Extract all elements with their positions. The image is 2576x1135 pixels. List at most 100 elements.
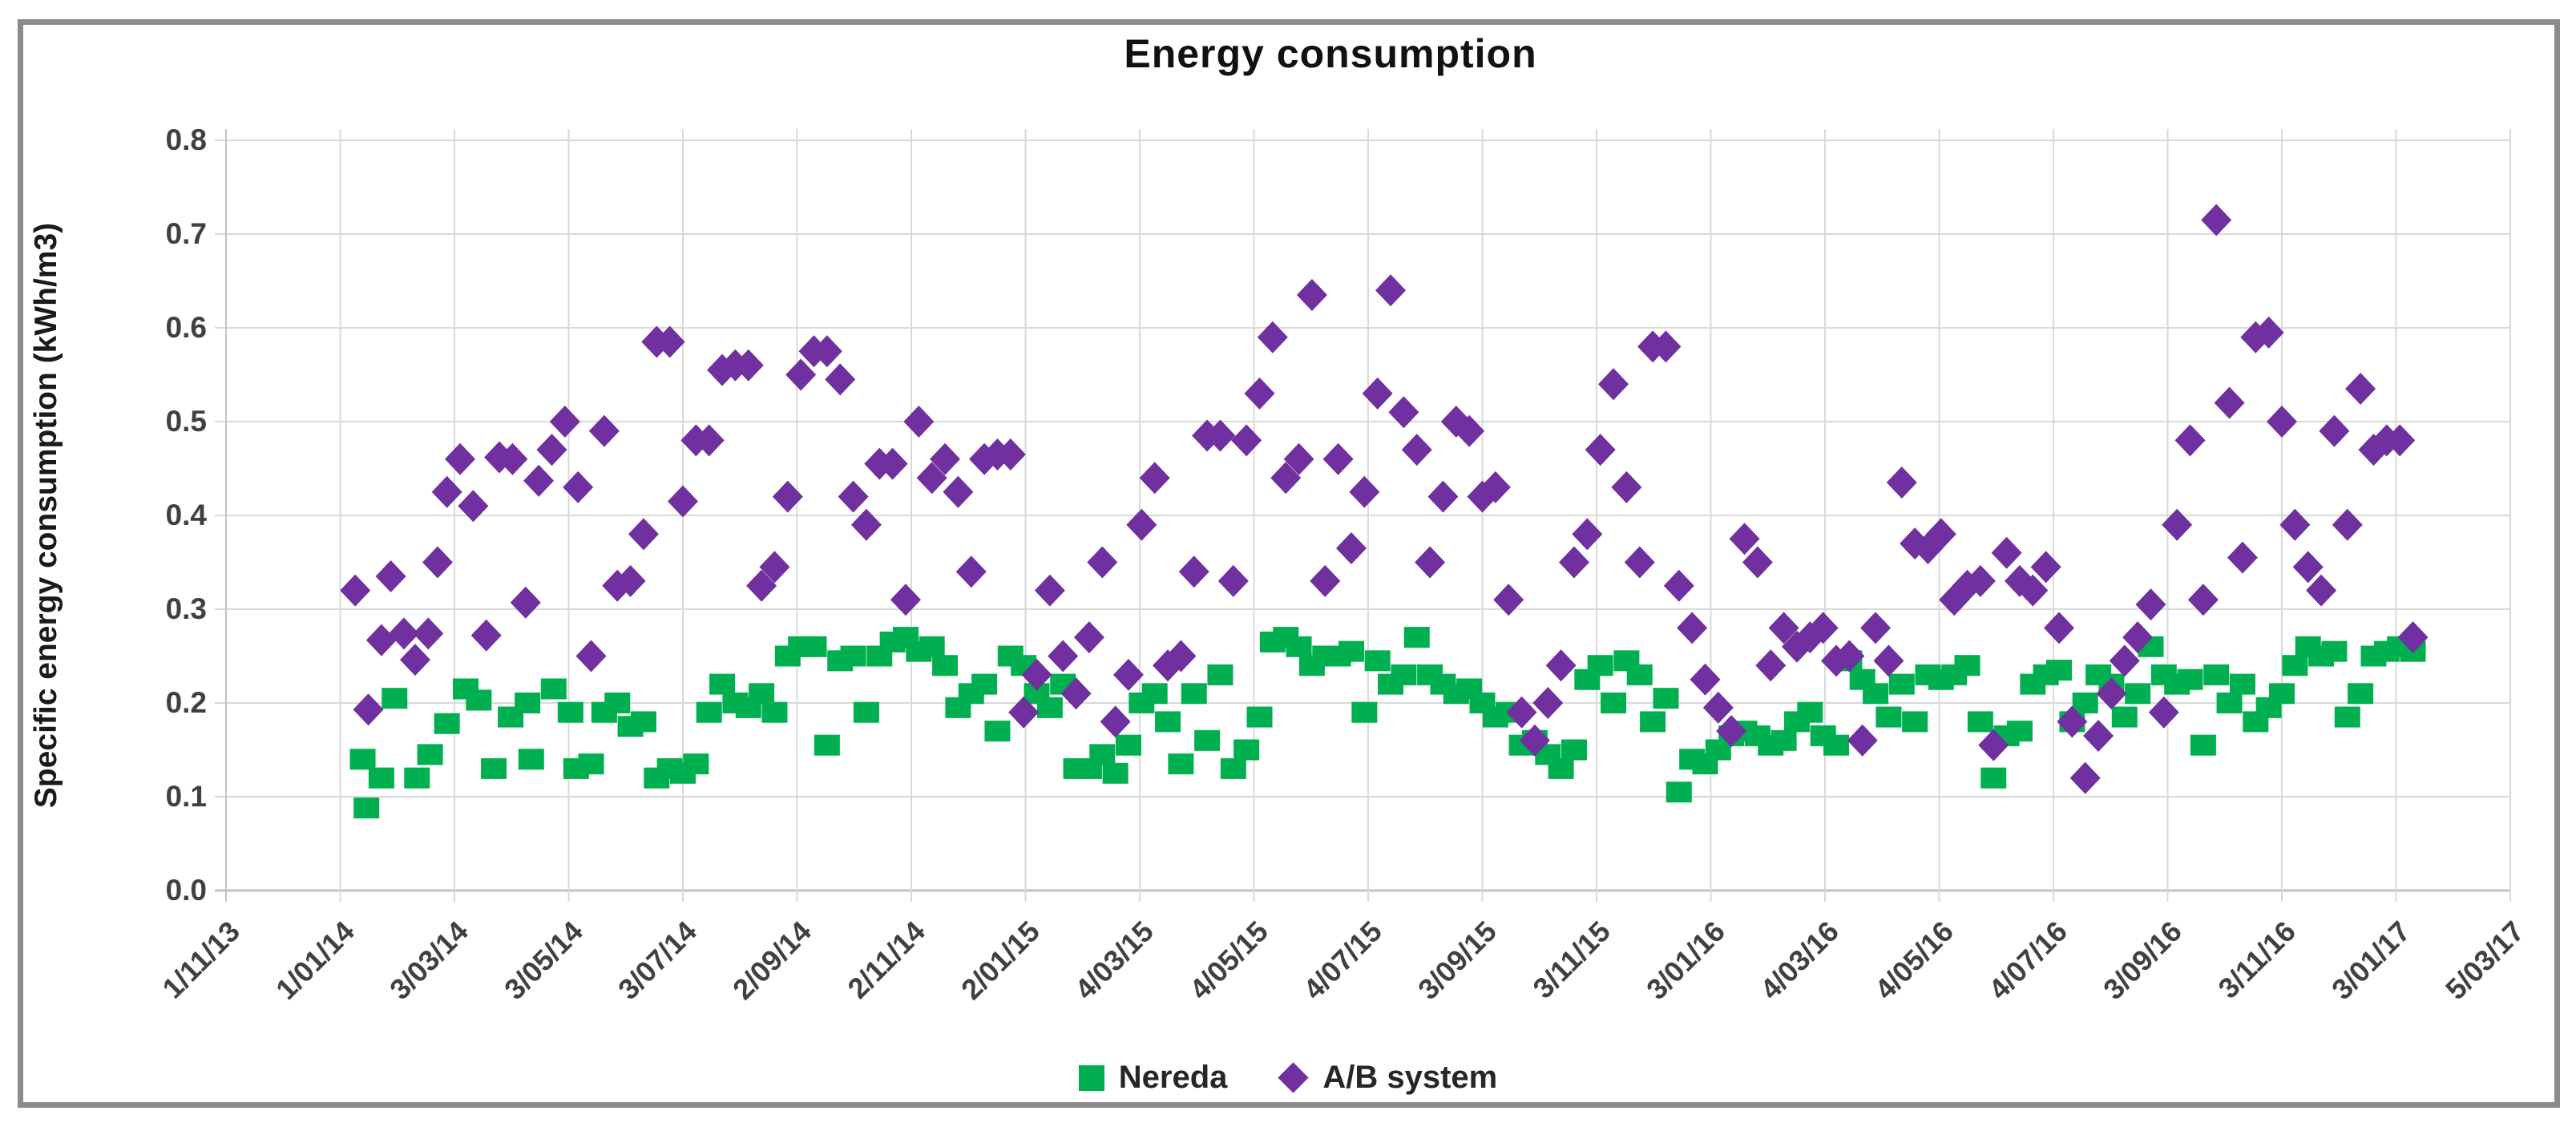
scatter-point-ab-system bbox=[838, 480, 869, 513]
scatter-point-ab-system bbox=[536, 434, 567, 467]
scatter-point-ab-system bbox=[733, 349, 764, 382]
scatter-point-ab-system bbox=[1480, 471, 1511, 503]
scatter-point-nereda bbox=[1888, 673, 1915, 695]
scatter-point-nereda bbox=[801, 636, 827, 657]
scatter-point-ab-system bbox=[1310, 564, 1341, 597]
scatter-point-ab-system bbox=[955, 555, 987, 588]
scatter-point-ab-system bbox=[1978, 729, 2009, 761]
scatter-point-ab-system bbox=[1663, 569, 1694, 602]
scatter-point-ab-system bbox=[2319, 414, 2350, 447]
scatter-point-ab-system bbox=[1847, 724, 1878, 757]
ab-system-diamond-icon bbox=[1278, 1062, 1309, 1093]
scatter-point-nereda bbox=[368, 767, 394, 789]
scatter-point-nereda bbox=[349, 749, 376, 770]
scatter-point-ab-system bbox=[340, 574, 371, 607]
scatter-point-nereda bbox=[2046, 660, 2073, 681]
scatter-point-nereda bbox=[1207, 664, 1233, 685]
scatter-point-nereda bbox=[1587, 655, 1613, 677]
scatter-point-ab-system bbox=[1100, 705, 1131, 738]
scatter-point-ab-system bbox=[2109, 644, 2140, 677]
scatter-point-ab-system bbox=[1073, 621, 1104, 654]
scatter-point-nereda bbox=[1954, 655, 1980, 677]
scatter-point-ab-system bbox=[903, 406, 935, 438]
scatter-point-ab-system bbox=[2267, 406, 2297, 438]
scatter-point-nereda bbox=[932, 655, 959, 677]
scatter-point-ab-system bbox=[445, 442, 476, 475]
scatter-point-nereda bbox=[919, 636, 945, 657]
scatter-point-ab-system bbox=[588, 414, 620, 447]
scatter-point-ab-system bbox=[2057, 705, 2088, 738]
scatter-point-nereda bbox=[1561, 739, 1587, 761]
scatter-point-nereda bbox=[814, 734, 840, 756]
scatter-point-nereda bbox=[1640, 711, 1666, 733]
scatter-point-ab-system bbox=[1519, 724, 1550, 757]
scatter-point-nereda bbox=[1102, 762, 1129, 784]
scatter-point-ab-system bbox=[693, 424, 725, 457]
scatter-point-ab-system bbox=[759, 551, 790, 584]
scatter-point-ab-system bbox=[1886, 467, 1917, 499]
scatter-point-ab-system bbox=[2017, 574, 2049, 607]
scatter-point-ab-system bbox=[628, 518, 659, 551]
scatter-point-ab-system bbox=[1427, 480, 1459, 513]
y-tick-label: 0.6 bbox=[166, 311, 207, 344]
scatter-point-ab-system bbox=[1598, 368, 1629, 401]
scatter-point-nereda bbox=[2321, 640, 2348, 662]
scatter-point-ab-system bbox=[668, 485, 698, 518]
scatter-point-ab-system bbox=[1493, 584, 1524, 616]
scatter-point-nereda bbox=[761, 701, 788, 723]
scatter-point-nereda bbox=[1351, 701, 1378, 723]
scatter-point-nereda bbox=[604, 693, 631, 713]
scatter-point-nereda bbox=[1666, 782, 1692, 803]
scatter-point-nereda bbox=[853, 701, 879, 723]
scatter-point-ab-system bbox=[877, 447, 908, 480]
scatter-point-ab-system bbox=[2162, 508, 2193, 541]
scatter-point-ab-system bbox=[811, 335, 842, 368]
scatter-point-nereda bbox=[1626, 664, 1653, 685]
scatter-point-ab-system bbox=[1231, 424, 1262, 457]
scatter-point-ab-system bbox=[1572, 518, 1603, 551]
scatter-point-ab-system bbox=[1755, 649, 1787, 682]
scatter-point-ab-system bbox=[1375, 274, 1407, 307]
y-tick-label: 0.8 bbox=[166, 123, 207, 156]
scatter-point-ab-system bbox=[850, 508, 882, 541]
scatter-point-ab-system bbox=[2292, 551, 2324, 584]
scatter-point-ab-system bbox=[2384, 424, 2416, 457]
scatter-point-nereda bbox=[1601, 693, 1627, 713]
scatter-point-ab-system bbox=[785, 358, 817, 391]
scatter-point-ab-system bbox=[413, 617, 444, 650]
scatter-point-ab-system bbox=[1217, 564, 1249, 597]
scatter-point-nereda bbox=[1141, 683, 1168, 705]
scatter-point-nereda bbox=[2111, 706, 2138, 728]
scatter-point-nereda bbox=[2125, 683, 2151, 705]
scatter-point-ab-system bbox=[1021, 658, 1052, 691]
scatter-point-ab-system bbox=[1611, 471, 1642, 503]
scatter-point-ab-system bbox=[1729, 523, 1760, 555]
scatter-point-ab-system bbox=[1388, 396, 1419, 429]
scatter-point-nereda bbox=[515, 693, 541, 713]
scatter-point-ab-system bbox=[2227, 541, 2258, 574]
scatter-point-ab-system bbox=[497, 442, 528, 475]
scatter-point-nereda bbox=[2282, 655, 2308, 677]
scatter-point-ab-system bbox=[825, 363, 856, 396]
scatter-point-nereda bbox=[353, 798, 380, 819]
scatter-point-ab-system bbox=[549, 406, 580, 438]
legend-label-nereda: Nereda bbox=[1118, 1060, 1228, 1095]
scatter-point-ab-system bbox=[1401, 434, 1432, 467]
scatter-point-ab-system bbox=[1008, 696, 1040, 729]
scatter-point-nereda bbox=[1967, 711, 1993, 733]
scatter-point-ab-system bbox=[890, 584, 921, 616]
scatter-point-nereda bbox=[984, 721, 1011, 742]
scatter-point-nereda bbox=[2177, 668, 2203, 690]
scatter-point-nereda bbox=[481, 757, 507, 779]
scatter-point-ab-system bbox=[1283, 442, 1314, 475]
scatter-point-nereda bbox=[1338, 640, 1364, 662]
scatter-point-ab-system bbox=[930, 442, 961, 475]
scatter-point-nereda bbox=[1863, 683, 1889, 705]
scatter-point-ab-system bbox=[1506, 696, 1537, 729]
scatter-point-nereda bbox=[1875, 706, 1902, 728]
scatter-point-nereda bbox=[2334, 706, 2360, 728]
scatter-point-nereda bbox=[749, 683, 775, 705]
legend-item-ab-system: A/B system bbox=[1278, 1060, 1497, 1096]
scatter-point-nereda bbox=[404, 767, 430, 789]
scatter-point-ab-system bbox=[1322, 442, 1354, 475]
